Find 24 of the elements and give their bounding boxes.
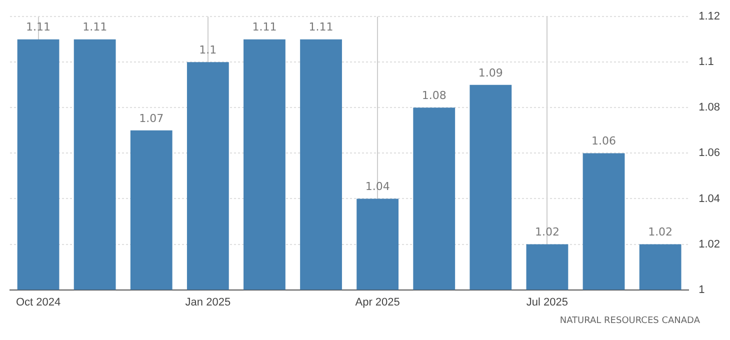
- y-tick-label: 1.12: [698, 10, 720, 23]
- data-label: 1.1: [199, 43, 217, 56]
- data-label: 1.06: [592, 134, 616, 148]
- data-label: 1.02: [648, 226, 673, 239]
- y-tick-label: 1.04: [698, 192, 720, 205]
- data-label: 1.11: [308, 20, 334, 34]
- x-tick-label: Jan 2025: [185, 296, 231, 308]
- data-label: 1.02: [534, 226, 560, 239]
- data-label: 1.09: [478, 66, 503, 80]
- y-tick-label: 1.08: [698, 102, 720, 114]
- text: NATURAL RESOURCES CANADA: [558, 316, 700, 326]
- y-tick-label: 1.1: [698, 56, 714, 68]
- data-label: 1.11: [26, 20, 51, 34]
- data-label: 1.04: [365, 180, 390, 194]
- data-label: 1.11: [82, 20, 108, 34]
- x-tick-label: Apr 2025: [355, 296, 400, 308]
- x-tick-label: Oct 2024: [16, 296, 61, 308]
- x-tick-label: Jul 2025: [526, 296, 568, 308]
- data-label: 1.07: [139, 112, 164, 125]
- data-label: 1.11: [252, 20, 277, 34]
- data-label: 1.08: [422, 89, 446, 102]
- y-tick-label: 1.06: [698, 147, 720, 160]
- y-tick-label: 1: [698, 284, 705, 296]
- y-tick-label: 1.02: [698, 238, 720, 250]
